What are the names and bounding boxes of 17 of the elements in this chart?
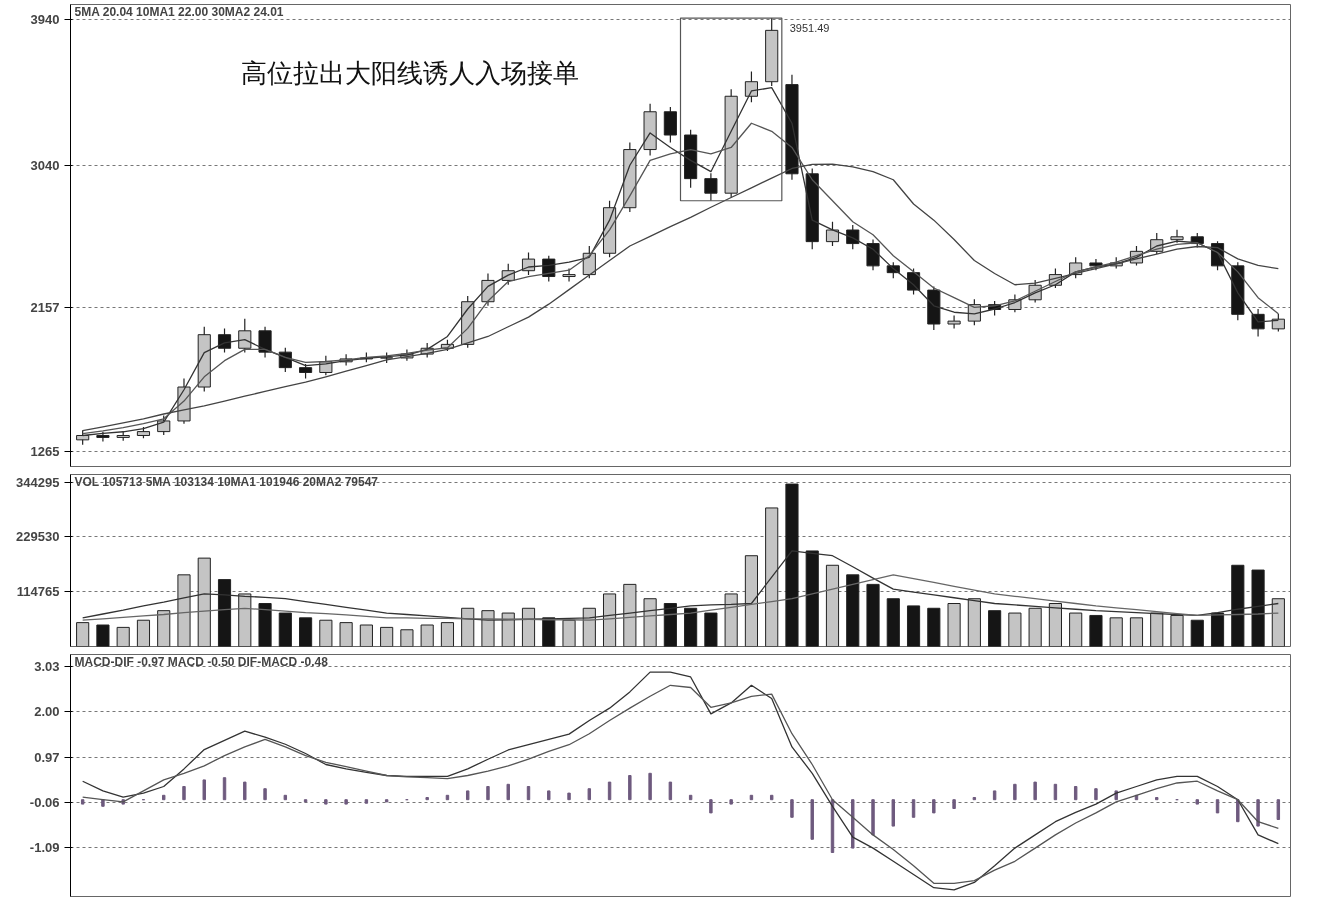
y-tick-label: 3940 (30, 12, 60, 28)
y-tick-label: 229530 (16, 529, 60, 545)
y-tick-label: 3.03 (34, 658, 60, 674)
y-tick-label: 2157 (30, 300, 60, 316)
y-tick-label: -0.06 (29, 794, 60, 810)
y-tick-label: 0.97 (34, 749, 60, 765)
y-tick-label: 344295 (16, 474, 60, 490)
y-tick-label: -1.09 (29, 840, 60, 856)
annotation: 5MA 20.04 10MA1 22.00 30MA2 24.01 (74, 4, 284, 19)
y-tick-label: 3040 (30, 157, 60, 173)
annotation: 高位拉出大阳线诱人入场接单 (240, 58, 579, 89)
y-tick-label: 2.00 (34, 704, 60, 720)
annotation: MACD-DIF -0.97 MACD -0.50 DIF-MACD -0.48 (74, 654, 329, 669)
y-tick-label: 1265 (30, 444, 60, 460)
y-tick-label: 114765 (16, 584, 60, 600)
annotation: 3951.49 (789, 22, 830, 35)
annotation: VOL 105713 5MA 103134 10MA1 101946 20MA2 79547 (74, 474, 379, 489)
